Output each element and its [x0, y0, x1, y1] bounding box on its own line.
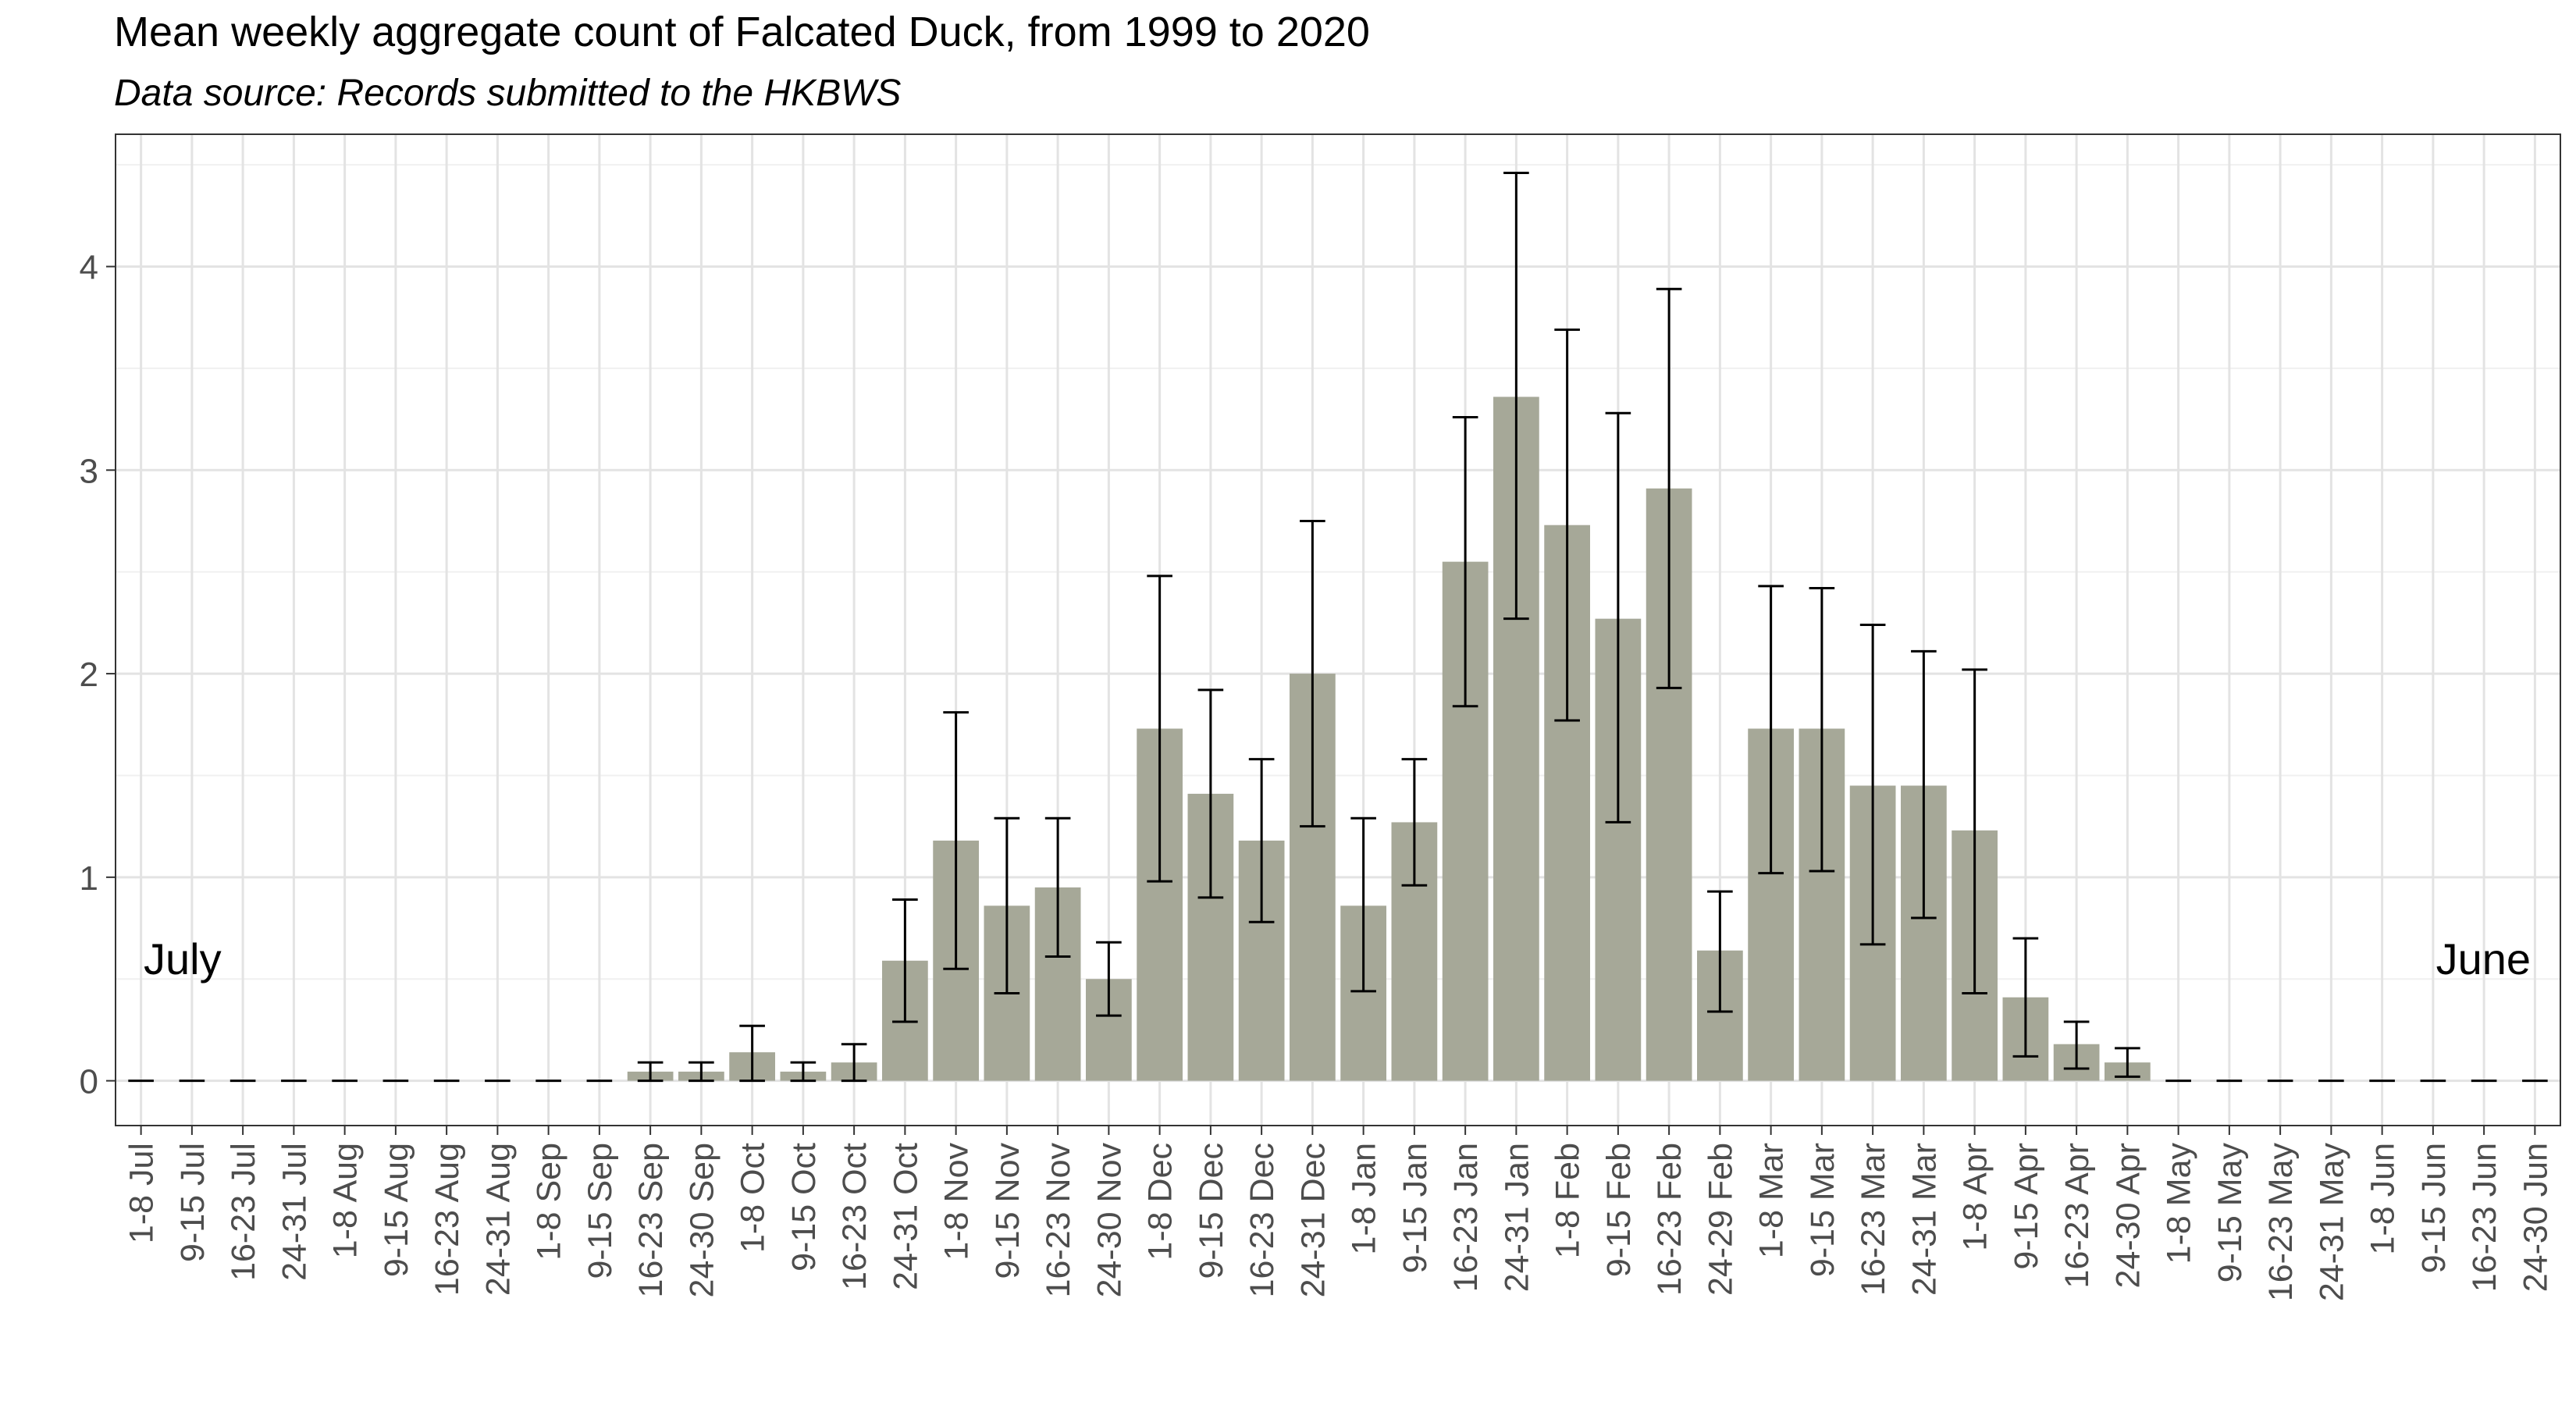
x-tick-label: 1-8 Oct	[735, 1143, 772, 1253]
panel-border	[115, 133, 2561, 1126]
x-tick-label: 24-31 May	[2313, 1143, 2350, 1302]
x-tick-label: 24-29 Feb	[1702, 1143, 1739, 1296]
chart-subtitle: Data source: Records submitted to the HK…	[114, 73, 902, 114]
x-tick-label: 24-30 Apr	[2109, 1143, 2147, 1288]
x-tick-label: 1-8 Nov	[938, 1143, 976, 1261]
annotation-june: June	[2436, 934, 2531, 984]
x-tick-label: 9-15 Mar	[1804, 1143, 1841, 1277]
x-tick-label: 9-15 Sep	[582, 1143, 619, 1279]
error-bars-layer	[128, 172, 2548, 1083]
x-tick-label: 24-30 Nov	[1091, 1143, 1128, 1298]
x-tick-label: 16-23 Jun	[2466, 1143, 2503, 1292]
y-tick-label: 3	[80, 452, 98, 490]
x-tick-label: 1-8 Jun	[2364, 1143, 2402, 1254]
x-tick-label: 16-23 Sep	[632, 1143, 670, 1297]
x-tick-label: 16-23 Dec	[1244, 1143, 1281, 1297]
x-tick-label: 16-23 Jan	[1447, 1143, 1485, 1292]
x-tick-label: 1-8 Feb	[1550, 1143, 1587, 1258]
x-tick-label: 1-8 Jan	[1346, 1143, 1383, 1254]
x-tick-label: 24-30 Jun	[2517, 1143, 2554, 1292]
x-tick-label: 9-15 Jun	[2415, 1143, 2453, 1273]
x-tick-label: 9-15 Oct	[785, 1143, 823, 1272]
x-tick-label: 24-31 Oct	[887, 1143, 924, 1290]
x-tick-label: 9-15 Dec	[1193, 1143, 1230, 1279]
x-tick-label: 24-31 Aug	[479, 1143, 517, 1296]
x-tick-label: 24-31 Jul	[276, 1143, 313, 1281]
x-tick-label: 24-31 Mar	[1905, 1143, 1943, 1296]
x-tick-label: 16-23 Aug	[429, 1143, 466, 1296]
y-tick-label: 2	[80, 656, 98, 694]
x-tick-label: 1-8 Dec	[1142, 1143, 1179, 1261]
x-tick-label: 24-30 Sep	[683, 1143, 720, 1297]
x-tick-label: 16-23 Feb	[1651, 1143, 1688, 1296]
x-tick-label: 24-31 Jan	[1498, 1143, 1535, 1292]
x-tick-label: 16-23 Oct	[836, 1143, 873, 1290]
x-tick-label: 16-23 Jul	[225, 1143, 262, 1281]
x-tick-label: 9-15 Aug	[378, 1143, 415, 1277]
x-tick-label: 9-15 Nov	[989, 1143, 1026, 1279]
bars-layer	[627, 397, 2151, 1081]
y-tick-label: 4	[80, 249, 98, 287]
x-tick-label: 1-8 Aug	[327, 1143, 365, 1258]
x-tick-label: 9-15 May	[2211, 1143, 2249, 1283]
annotation-july: July	[144, 934, 222, 984]
x-tick-label: 24-31 Dec	[1294, 1143, 1332, 1297]
grid-layer	[116, 134, 2560, 1126]
x-tick-label: 16-23 May	[2262, 1143, 2300, 1302]
x-tick-label: 9-15 Feb	[1600, 1143, 1638, 1277]
x-tick-label: 1-8 May	[2161, 1143, 2198, 1264]
x-tick-label: 1-8 Mar	[1753, 1143, 1791, 1258]
x-tick-label: 16-23 Apr	[2058, 1143, 2096, 1288]
y-tick-label: 0	[80, 1063, 98, 1101]
x-tick-label: 1-8 Sep	[531, 1143, 568, 1261]
x-tick-label: 9-15 Apr	[2008, 1143, 2045, 1270]
y-tick-label: 1	[80, 859, 98, 898]
x-tick-label: 9-15 Jan	[1397, 1143, 1434, 1273]
x-tick-label: 9-15 Jul	[174, 1143, 212, 1262]
x-tick-label: 16-23 Nov	[1040, 1143, 1077, 1298]
x-tick-label: 16-23 Mar	[1855, 1143, 1892, 1296]
axis-layer: 0 1 2 3 4 1-8 Jul 9-15 Jul 16-23 Jul 24-31 Jul 1-…	[80, 249, 2555, 1302]
x-tick-label: 1-8 Apr	[1957, 1143, 1994, 1251]
chart-title: Mean weekly aggregate count of Falcated …	[114, 9, 1370, 55]
x-tick-label: 1-8 Jul	[123, 1143, 161, 1243]
